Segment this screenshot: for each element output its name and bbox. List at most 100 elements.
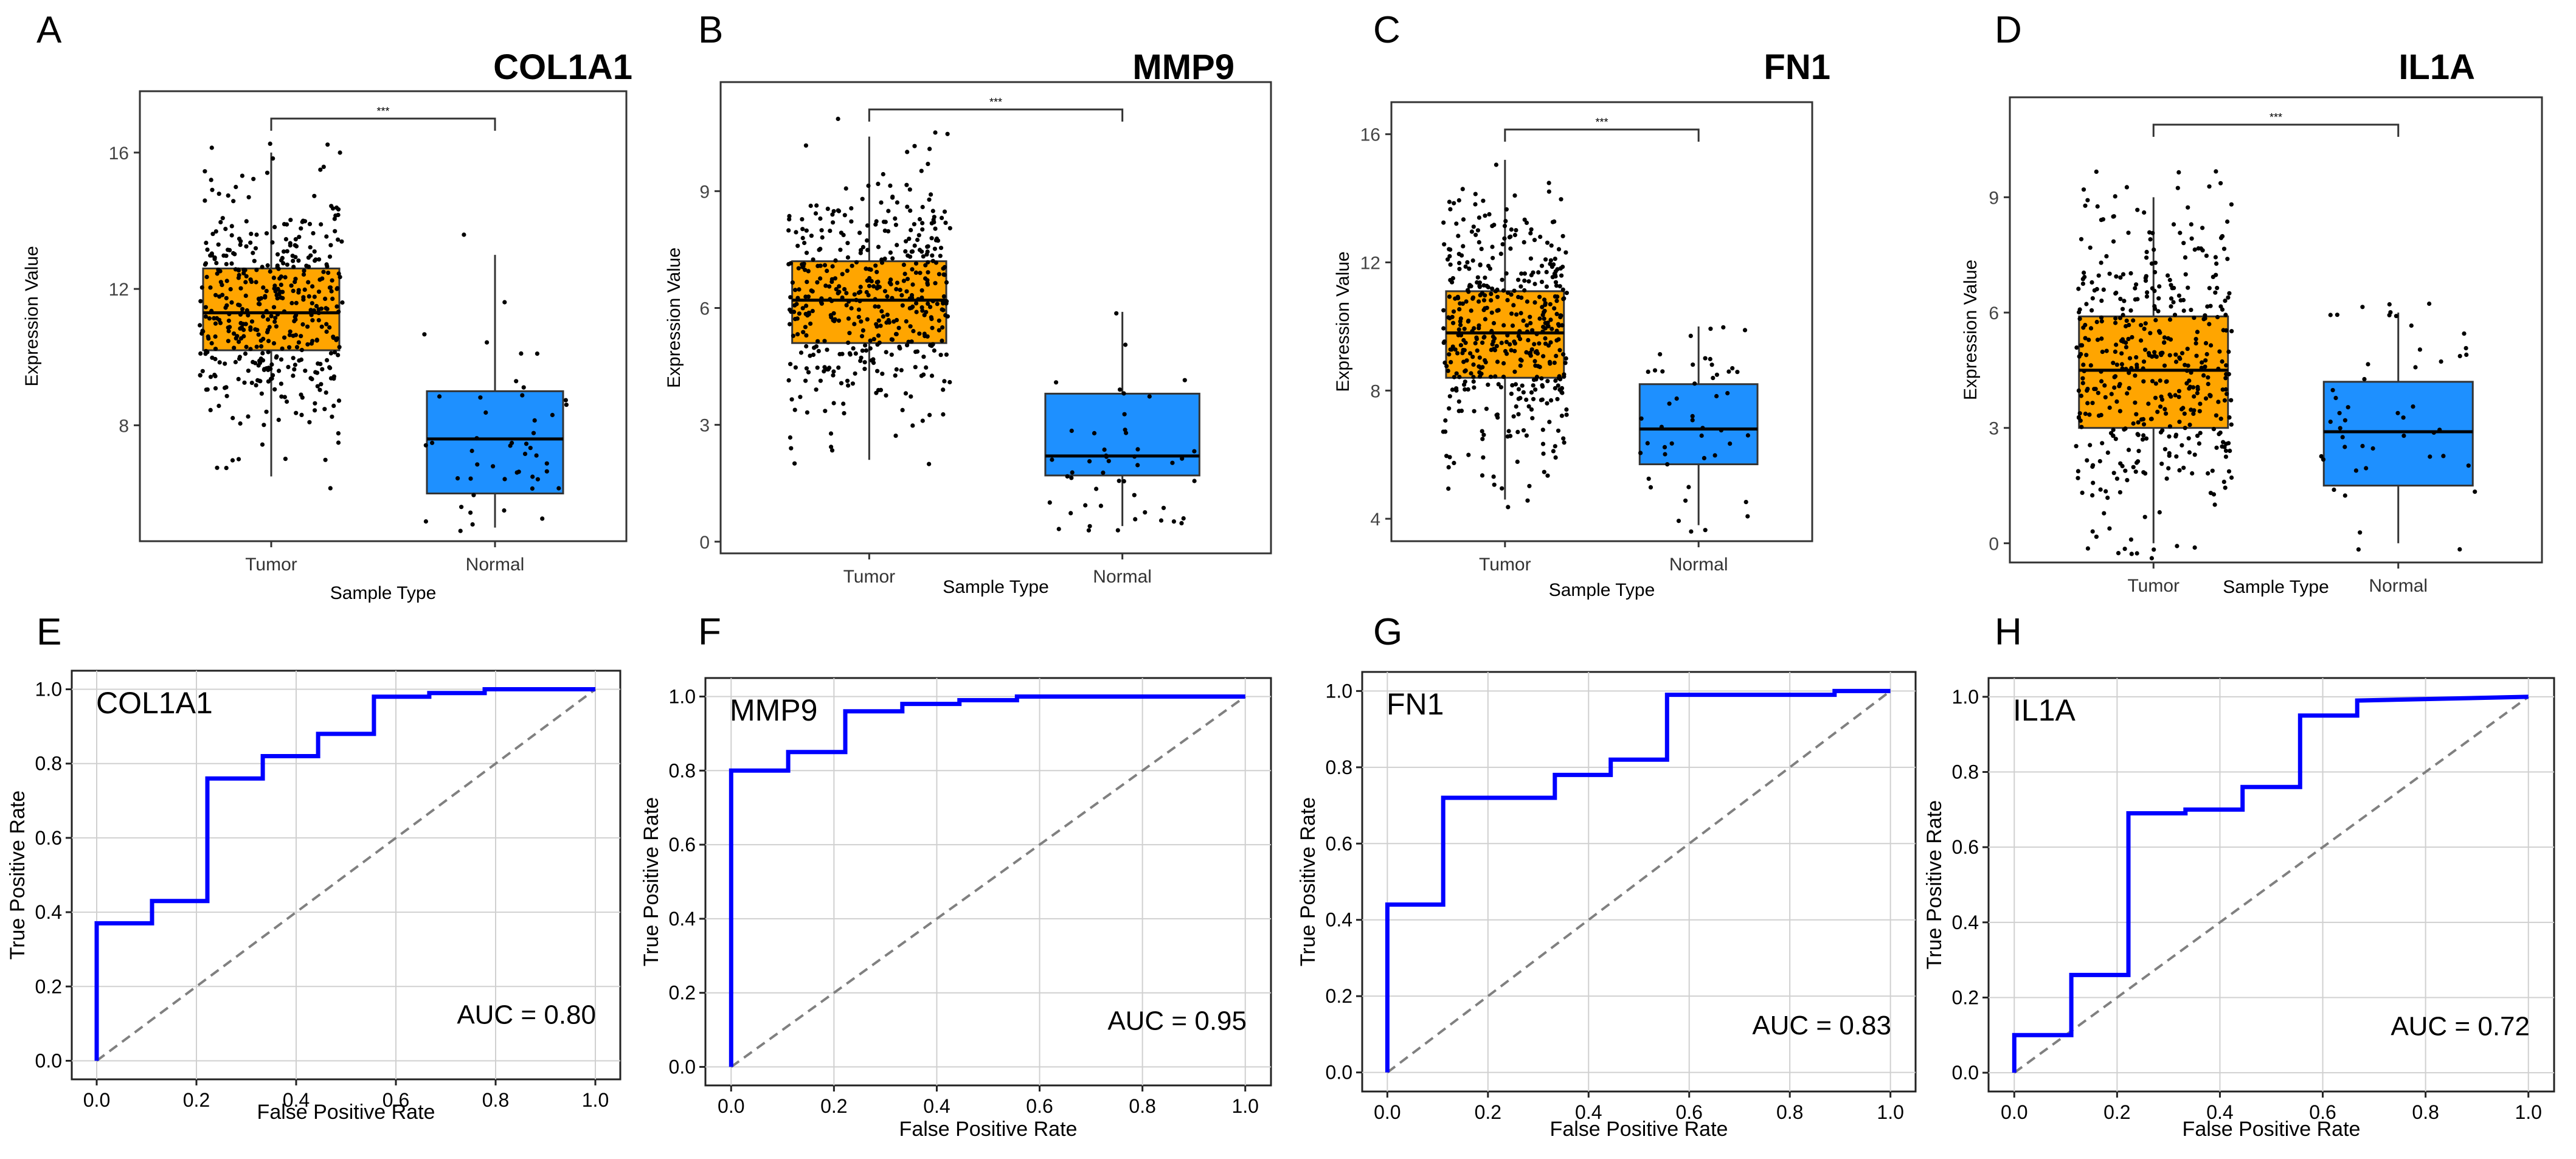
jitter-point [334, 286, 339, 291]
jitter-point [279, 381, 283, 386]
jitter-point [827, 284, 832, 289]
jitter-point [2167, 434, 2172, 439]
jitter-point [2223, 387, 2228, 392]
jitter-point [2111, 361, 2116, 365]
jitter-point [1482, 334, 1487, 339]
jitter-point [2141, 359, 2147, 364]
jitter-point [2113, 316, 2118, 321]
jitter-point [1544, 269, 1549, 274]
jitter-point [430, 440, 435, 445]
jitter-point [2134, 412, 2139, 417]
jitter-point [2217, 349, 2222, 354]
jitter-point [1553, 280, 1559, 285]
jitter-point [471, 493, 476, 497]
jitter-point [2172, 313, 2178, 317]
x-tick-label: 0.4 [923, 1095, 950, 1117]
y-tick-label: 4 [1370, 510, 1380, 530]
jitter-point [1501, 361, 1506, 366]
jitter-point [874, 324, 879, 329]
jitter-point [2189, 222, 2193, 227]
jitter-point [307, 221, 313, 226]
x-tick-label: 0.2 [183, 1089, 210, 1111]
jitter-point [1463, 341, 1468, 345]
jitter-point [857, 299, 862, 303]
jitter-point [2083, 322, 2088, 328]
jitter-point [1511, 414, 1516, 419]
jitter-point [1454, 386, 1459, 391]
jitter-point [266, 339, 271, 344]
jitter-point [564, 403, 569, 407]
jitter-point [2181, 297, 2186, 303]
jitter-point [244, 244, 249, 249]
jitter-point [1512, 288, 1517, 293]
chance-diagonal [1387, 690, 1891, 1074]
jitter-point [2439, 359, 2443, 364]
jitter-point [1489, 347, 1494, 353]
jitter-point [226, 193, 230, 198]
jitter-point [2215, 286, 2220, 291]
jitter-point [871, 337, 876, 342]
jitter-point [1551, 449, 1556, 454]
jitter-point [2094, 535, 2099, 539]
jitter-point [919, 288, 924, 293]
jitter-point [921, 355, 926, 359]
jitter-point [2441, 454, 2446, 458]
jitter-point [2091, 480, 2096, 485]
jitter-point [2083, 203, 2088, 208]
jitter-point [804, 366, 809, 371]
jitter-point [285, 399, 289, 404]
jitter-point [1161, 505, 1166, 510]
jitter-point [313, 408, 317, 413]
jitter-point [1509, 348, 1514, 353]
jitter-point [2076, 469, 2080, 474]
jitter-point [841, 401, 846, 406]
jitter-point [788, 261, 793, 266]
jitter-point [1443, 418, 1448, 423]
jitter-point [2134, 282, 2139, 287]
jitter-point [268, 141, 272, 146]
jitter-point [830, 264, 835, 269]
jitter-point [797, 287, 802, 292]
jitter-point [2150, 286, 2155, 291]
jitter-point [2134, 355, 2139, 360]
jitter-point [1539, 280, 1545, 285]
jitter-point [256, 296, 261, 301]
jitter-point [2186, 285, 2190, 290]
jitter-point [2122, 547, 2127, 552]
jitter-point [806, 370, 811, 375]
x-axis-label: False Positive Rate [257, 1101, 435, 1124]
jitter-point [2226, 295, 2231, 300]
jitter-point [925, 244, 930, 249]
jitter-point [1477, 355, 1482, 360]
jitter-point [1544, 284, 1549, 289]
jitter-point [860, 196, 865, 201]
jitter-point [2099, 315, 2104, 320]
jitter-point [2362, 376, 2367, 382]
jitter-point [867, 283, 872, 288]
jitter-point [282, 309, 287, 314]
jitter-point [1688, 333, 1693, 339]
jitter-point [2221, 479, 2226, 485]
y-tick-label: 16 [109, 144, 129, 164]
x-category-label: Tumor [843, 567, 896, 587]
jitter-point [1449, 360, 1453, 365]
jitter-point [2203, 396, 2209, 401]
jitter-point [209, 308, 214, 313]
jitter-point [2182, 411, 2187, 416]
jitter-point [1556, 247, 1562, 252]
jitter-point [913, 261, 919, 266]
jitter-point [925, 334, 930, 339]
jitter-point [1745, 514, 1750, 519]
roc-curve [729, 694, 1245, 1067]
jitter-point [2157, 510, 2162, 515]
jitter-point [2186, 363, 2190, 368]
jitter-point [1484, 406, 1489, 411]
jitter-point [1452, 460, 1456, 466]
jitter-point [904, 319, 909, 324]
jitter-point [879, 260, 885, 265]
jitter-point [792, 461, 797, 466]
x-axis-label: Sample Type [943, 577, 1049, 597]
jitter-point [2394, 314, 2398, 319]
jitter-point [927, 197, 932, 202]
y-tick-label: 0.2 [669, 982, 696, 1004]
